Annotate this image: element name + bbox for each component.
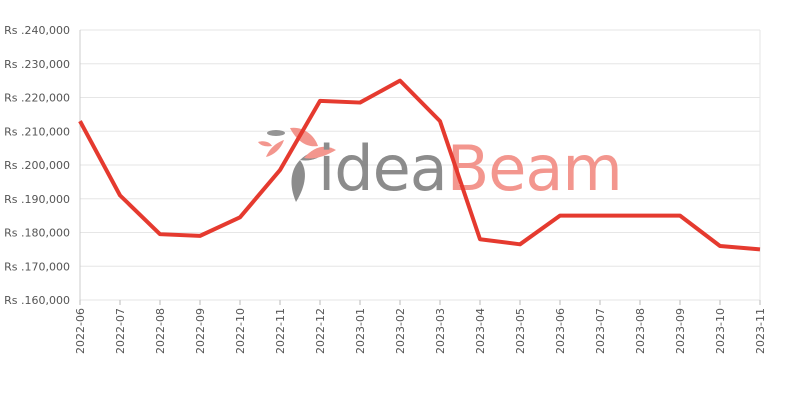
x-tick-label: 2023-07 (594, 308, 607, 354)
x-tick-label: 2023-08 (634, 308, 647, 354)
y-tick-label: Rs .180,000 (4, 227, 70, 240)
y-tick-label: Rs .170,000 (4, 260, 70, 273)
y-tick-label: Rs .190,000 (4, 193, 70, 206)
x-tick-label: 2022-10 (234, 308, 247, 354)
x-tick-label: 2022-09 (194, 308, 207, 354)
x-tick-label: 2023-05 (514, 308, 527, 354)
y-tick-label: Rs .220,000 (4, 92, 70, 105)
x-tick-label: 2023-06 (554, 308, 567, 354)
ideabeam-logo-icon (258, 127, 336, 202)
y-tick-label: Rs .160,000 (4, 294, 70, 307)
x-tick-label: 2023-04 (474, 308, 487, 354)
gridlines (80, 29, 761, 301)
x-tick-label: 2022-12 (314, 308, 327, 354)
x-tick-label: 2023-01 (354, 308, 367, 354)
ideabeam-watermark: ideaBeam (258, 127, 623, 205)
y-axis-labels: Rs .160,000 Rs .170,000 Rs .180,000 Rs .190… (4, 24, 70, 307)
series-group (78, 78, 761, 252)
watermark-text: ideaBeam (318, 132, 622, 205)
x-tick-label: 2023-03 (434, 308, 447, 354)
y-tick-label: Rs .210,000 (4, 125, 70, 138)
x-axis-labels: 2022-06 2022-07 2022-08 2022-09 2022-10 2022-… (74, 308, 767, 354)
x-tick-label: 2022-06 (74, 308, 87, 354)
x-tick-label: 2022-11 (274, 308, 287, 354)
x-tick-label: 2022-08 (154, 308, 167, 354)
watermark-beam: Beam (447, 132, 622, 205)
watermark-idea: idea (318, 132, 447, 205)
y-tick-label: Rs .200,000 (4, 159, 70, 172)
axes (79, 30, 761, 305)
y-tick-label: Rs .240,000 (4, 24, 70, 37)
x-tick-label: 2023-11 (754, 308, 767, 354)
x-tick-label: 2023-02 (394, 308, 407, 354)
series-line (78, 78, 761, 252)
x-tick-label: 2023-09 (674, 308, 687, 354)
y-tick-label: Rs .230,000 (4, 58, 70, 71)
x-tick-label: 2022-07 (114, 308, 127, 354)
x-tick-label: 2023-10 (714, 308, 727, 354)
